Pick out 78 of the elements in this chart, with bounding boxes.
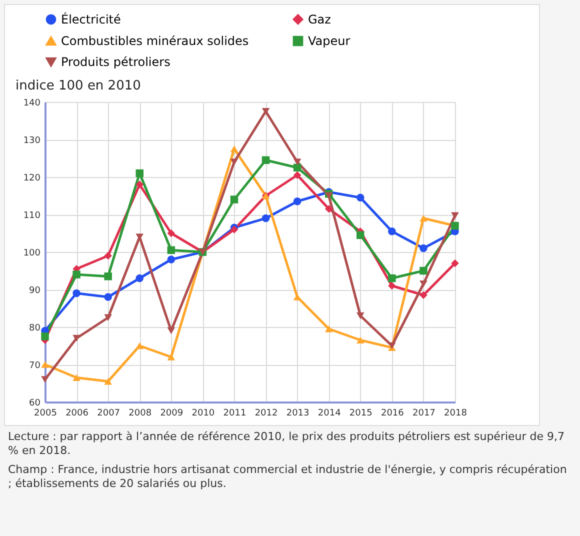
point <box>104 378 112 385</box>
point <box>104 252 112 260</box>
x-tick-label: 2017 <box>412 408 436 418</box>
point <box>72 289 80 298</box>
point <box>420 280 428 288</box>
point <box>104 314 112 321</box>
x-tick-label: 2007 <box>97 408 120 418</box>
x-tick-label: 2015 <box>349 408 372 418</box>
y-tick-label: 70 <box>29 361 41 371</box>
point <box>167 229 176 238</box>
point <box>167 327 176 334</box>
x-tick-label: 2013 <box>286 408 310 418</box>
x-tick-label: 2011 <box>223 408 246 418</box>
point <box>167 246 176 254</box>
point <box>420 291 428 299</box>
x-tick-label: 2008 <box>128 408 152 418</box>
x-tick-label: 2010 <box>192 408 215 418</box>
x-tick-label: 2006 <box>66 408 89 418</box>
legend-label: Vapeur <box>308 34 350 48</box>
text: Champ : France, industrie hors artisanat commercial et industrie de l'énergie, y compris récupération ; établissements de 20 salariés ou plus. <box>8 462 568 492</box>
point <box>72 270 80 278</box>
point <box>420 214 428 222</box>
y-axis-title: indice 100 en 2010 <box>16 78 141 94</box>
legend-label: Gaz <box>308 12 331 26</box>
point <box>41 332 49 340</box>
point <box>356 336 364 344</box>
point <box>262 214 270 222</box>
legend-label: Combustibles minéraux solides <box>61 34 249 48</box>
point <box>136 274 144 282</box>
point <box>293 164 302 172</box>
point <box>230 196 238 204</box>
x-tick-label: 2014 <box>318 408 342 418</box>
x-tick-label: 2018 <box>444 408 468 418</box>
point <box>356 194 364 202</box>
y-tick-label: 120 <box>23 174 41 184</box>
y-tick-label: 80 <box>29 324 41 334</box>
point <box>136 180 144 188</box>
point <box>230 146 238 152</box>
text: Lecture : par rapport à l’année de référence 2010, le prix des produits pétroliers est supérieur de 9,7 % en 2018. <box>8 430 566 459</box>
x-tick-label: 2016 <box>380 408 404 418</box>
point <box>72 334 80 342</box>
point <box>104 272 112 280</box>
legend-label: Produits pétroliers <box>61 55 170 69</box>
point <box>388 228 396 236</box>
x-tick-label: 2009 <box>160 408 184 418</box>
point <box>420 244 428 252</box>
x-tick-label: 2005 <box>34 408 57 418</box>
point <box>451 212 459 219</box>
y-tick-label: 130 <box>23 136 41 146</box>
point <box>167 354 176 360</box>
y-tick-label: 100 <box>23 248 41 258</box>
point <box>324 205 333 213</box>
point <box>356 231 364 239</box>
point <box>72 374 80 381</box>
y-tick-label: 60 <box>29 398 41 408</box>
point <box>293 198 302 206</box>
point <box>293 158 302 166</box>
point <box>136 342 144 350</box>
x-tick-label: 2012 <box>254 408 278 418</box>
point <box>230 158 238 166</box>
point <box>451 259 459 268</box>
point <box>167 256 176 264</box>
y-tick-label: 90 <box>29 286 41 296</box>
y-tick-label: 110 <box>23 211 41 221</box>
point <box>262 156 270 164</box>
point <box>104 293 112 301</box>
point <box>388 274 396 282</box>
point <box>324 326 333 332</box>
point <box>356 312 364 320</box>
point <box>293 171 302 179</box>
point <box>136 169 144 178</box>
point <box>388 282 396 290</box>
point <box>41 376 49 383</box>
point <box>420 266 428 275</box>
y-tick-label: 140 <box>23 98 41 108</box>
point <box>41 361 49 368</box>
legend-label: Électricité <box>61 11 121 26</box>
point <box>262 108 270 115</box>
